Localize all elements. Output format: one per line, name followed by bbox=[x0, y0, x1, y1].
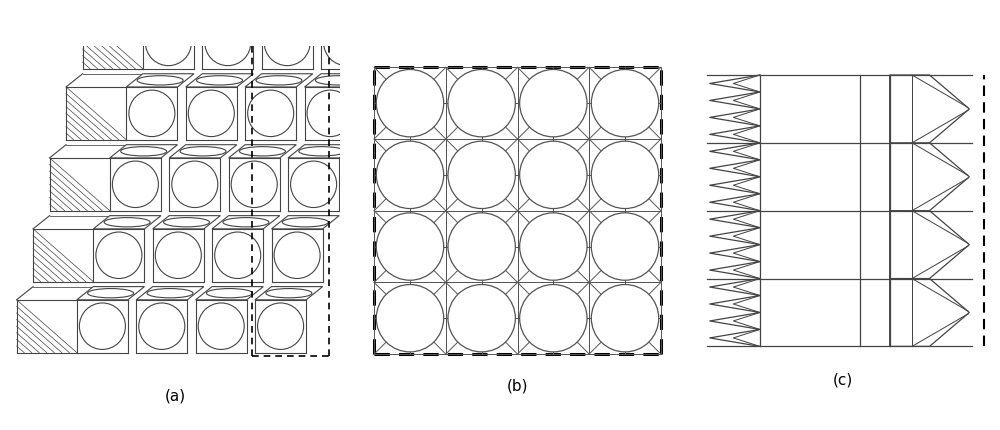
Circle shape bbox=[376, 213, 444, 280]
FancyBboxPatch shape bbox=[288, 158, 339, 211]
Ellipse shape bbox=[258, 303, 304, 350]
Polygon shape bbox=[245, 74, 313, 87]
FancyBboxPatch shape bbox=[110, 158, 161, 211]
Circle shape bbox=[591, 70, 659, 137]
Circle shape bbox=[376, 70, 444, 137]
FancyBboxPatch shape bbox=[255, 300, 306, 353]
Polygon shape bbox=[321, 3, 389, 16]
Polygon shape bbox=[126, 74, 194, 87]
FancyBboxPatch shape bbox=[202, 16, 253, 69]
FancyBboxPatch shape bbox=[212, 229, 263, 282]
Ellipse shape bbox=[231, 161, 277, 208]
Circle shape bbox=[448, 141, 515, 209]
Ellipse shape bbox=[324, 19, 370, 66]
Ellipse shape bbox=[79, 303, 125, 350]
Ellipse shape bbox=[96, 232, 142, 279]
Ellipse shape bbox=[145, 19, 191, 66]
Text: (b): (b) bbox=[507, 378, 528, 393]
Circle shape bbox=[520, 141, 587, 209]
Ellipse shape bbox=[172, 161, 218, 208]
Polygon shape bbox=[890, 75, 969, 143]
Polygon shape bbox=[153, 216, 220, 229]
FancyBboxPatch shape bbox=[321, 16, 372, 69]
Ellipse shape bbox=[155, 232, 201, 279]
FancyBboxPatch shape bbox=[126, 87, 177, 140]
Circle shape bbox=[520, 285, 587, 352]
FancyBboxPatch shape bbox=[229, 158, 280, 211]
Polygon shape bbox=[196, 287, 263, 300]
FancyBboxPatch shape bbox=[262, 16, 313, 69]
FancyBboxPatch shape bbox=[143, 16, 194, 69]
Circle shape bbox=[591, 213, 659, 280]
Ellipse shape bbox=[139, 303, 185, 350]
Ellipse shape bbox=[264, 19, 310, 66]
Polygon shape bbox=[212, 216, 280, 229]
Circle shape bbox=[376, 141, 444, 209]
Ellipse shape bbox=[248, 90, 294, 137]
FancyBboxPatch shape bbox=[245, 87, 296, 140]
Ellipse shape bbox=[307, 90, 353, 137]
FancyBboxPatch shape bbox=[77, 300, 128, 353]
FancyBboxPatch shape bbox=[272, 229, 323, 282]
Polygon shape bbox=[305, 74, 372, 87]
Polygon shape bbox=[202, 3, 270, 16]
FancyBboxPatch shape bbox=[136, 300, 187, 353]
Circle shape bbox=[376, 285, 444, 352]
Polygon shape bbox=[77, 287, 144, 300]
Polygon shape bbox=[255, 287, 323, 300]
Ellipse shape bbox=[215, 232, 261, 279]
Ellipse shape bbox=[129, 90, 175, 137]
FancyBboxPatch shape bbox=[169, 158, 220, 211]
Circle shape bbox=[448, 285, 515, 352]
Polygon shape bbox=[272, 216, 339, 229]
FancyBboxPatch shape bbox=[93, 229, 144, 282]
Circle shape bbox=[520, 70, 587, 137]
Ellipse shape bbox=[205, 19, 251, 66]
Circle shape bbox=[591, 141, 659, 209]
Ellipse shape bbox=[291, 161, 337, 208]
Polygon shape bbox=[169, 145, 237, 158]
Polygon shape bbox=[143, 3, 210, 16]
Polygon shape bbox=[229, 145, 296, 158]
Polygon shape bbox=[93, 216, 161, 229]
Polygon shape bbox=[110, 145, 177, 158]
Circle shape bbox=[448, 70, 515, 137]
Circle shape bbox=[448, 213, 515, 280]
FancyBboxPatch shape bbox=[153, 229, 204, 282]
Polygon shape bbox=[186, 74, 253, 87]
Ellipse shape bbox=[274, 232, 320, 279]
Ellipse shape bbox=[188, 90, 234, 137]
Ellipse shape bbox=[112, 161, 158, 208]
Circle shape bbox=[591, 285, 659, 352]
Circle shape bbox=[520, 213, 587, 280]
Polygon shape bbox=[890, 143, 969, 211]
FancyBboxPatch shape bbox=[186, 87, 237, 140]
Polygon shape bbox=[136, 287, 204, 300]
Polygon shape bbox=[890, 279, 969, 347]
Polygon shape bbox=[890, 211, 969, 279]
Text: (c): (c) bbox=[832, 373, 853, 388]
FancyBboxPatch shape bbox=[196, 300, 247, 353]
FancyBboxPatch shape bbox=[305, 87, 356, 140]
Polygon shape bbox=[262, 3, 329, 16]
Ellipse shape bbox=[198, 303, 244, 350]
Polygon shape bbox=[288, 145, 356, 158]
Text: (a): (a) bbox=[164, 389, 186, 404]
